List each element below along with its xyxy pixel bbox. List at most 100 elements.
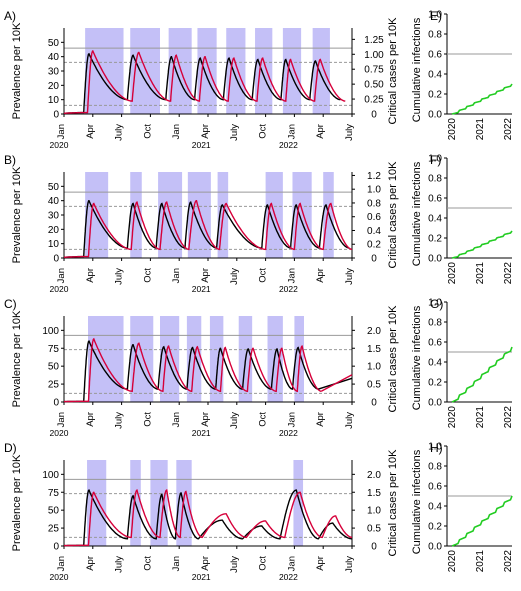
x-tick-label: Jan xyxy=(286,124,297,139)
y-tick-label: 0 xyxy=(53,398,59,409)
x-tick-label: Jan xyxy=(286,412,297,427)
shaded-period xyxy=(312,28,330,114)
shaded-period xyxy=(293,460,304,546)
panel-label: A) xyxy=(4,9,16,23)
y-tick-label: 50 xyxy=(48,182,60,193)
y-tick-label: 30 xyxy=(48,211,60,222)
y2-tick-label: 0.6 xyxy=(367,212,381,223)
year-label: 2020 xyxy=(50,572,69,582)
x-tick-label: Apr xyxy=(85,268,96,283)
series-line xyxy=(63,200,350,258)
y-tick-label: 0.8 xyxy=(428,318,442,329)
shaded-period xyxy=(88,316,124,402)
x-tick-label: Oct xyxy=(258,124,269,139)
x-tick-label: 2020 xyxy=(447,550,458,573)
y2-tick-label: 1.0 xyxy=(367,362,381,373)
shaded-period xyxy=(168,28,192,114)
y-tick-label: 0.2 xyxy=(428,234,442,245)
x-tick-label: 2022 xyxy=(503,406,514,429)
y2-tick-label: 0 xyxy=(371,398,377,409)
y-tick-label: 0.6 xyxy=(428,482,442,493)
shaded-period xyxy=(255,28,273,114)
panel-d: D) 0 25 50 75 100 0 0.5 1.0 1.5 2.0 Prevalence per … xyxy=(4,441,399,582)
y2-axis-label: Critical cases per 10K xyxy=(387,17,399,125)
y-tick-label: 0.2 xyxy=(428,90,442,101)
shaded-period xyxy=(130,316,154,402)
x-tick-label: 2022 xyxy=(503,550,514,573)
y2-axis-label: Critical cases per 10K xyxy=(387,305,399,413)
y-tick-label: 0 xyxy=(53,254,59,265)
x-tick-label: July xyxy=(114,124,125,141)
x-tick-label: Oct xyxy=(142,556,153,571)
x-tick-label: 2021 xyxy=(475,118,486,141)
year-label: 2020 xyxy=(50,428,69,438)
x-tick-label: Apr xyxy=(200,412,211,427)
y-axis-label: Prevalence per 10K xyxy=(11,310,23,407)
y-tick-label: 0.0 xyxy=(428,110,442,121)
y-tick-label: 1.0 xyxy=(428,154,442,165)
panel-label: G) xyxy=(430,297,443,311)
year-label: 2021 xyxy=(192,140,211,150)
y-tick-label: 0 xyxy=(53,110,59,121)
y-tick-label: 1.0 xyxy=(428,442,442,453)
year-label: 2022 xyxy=(279,284,298,294)
shaded-period xyxy=(187,172,211,258)
shaded-period xyxy=(323,172,334,258)
shaded-period xyxy=(282,28,302,114)
y-tick-label: 10 xyxy=(48,239,60,250)
panel-g: G) 0.0 0.2 0.4 0.6 0.8 1.0 Cumulative infection… xyxy=(411,297,514,428)
y-tick-label: 0.4 xyxy=(428,358,442,369)
y-tick-label: 0.0 xyxy=(428,542,442,553)
x-tick-label: July xyxy=(229,412,240,429)
shaded-period xyxy=(226,28,246,114)
y-tick-label: 0.6 xyxy=(428,50,442,61)
x-tick-label: Oct xyxy=(142,268,153,283)
panel-label: B) xyxy=(4,153,16,167)
x-tick-label: 2020 xyxy=(447,406,458,429)
panel-b: B) 0 10 20 30 40 50 0 0.2 0.4 0.6 0.8 1.0 1.2 Prevalen… xyxy=(4,153,399,294)
y2-tick-label: 1.0 xyxy=(367,506,381,517)
y-tick-label: 50 xyxy=(48,38,60,49)
year-label: 2021 xyxy=(192,284,211,294)
cumulative-line xyxy=(451,83,513,115)
y-tick-label: 0.2 xyxy=(428,522,442,533)
series-line xyxy=(320,374,353,392)
y2-tick-label: 0.4 xyxy=(367,226,381,237)
x-tick-label: Jan xyxy=(286,268,297,283)
y-tick-label: 1.0 xyxy=(428,10,442,21)
x-tick-label: Jan xyxy=(56,412,67,427)
year-label: 2022 xyxy=(279,140,298,150)
panel-label: E) xyxy=(430,9,442,23)
panel-label: C) xyxy=(4,297,17,311)
x-tick-label: Oct xyxy=(142,124,153,139)
year-label: 2022 xyxy=(279,572,298,582)
y-axis-label: Cumulative infections xyxy=(411,305,423,410)
x-tick-label: Apr xyxy=(315,268,326,283)
series-line xyxy=(63,52,341,114)
x-tick-label: July xyxy=(344,412,355,429)
y-tick-label: 75 xyxy=(48,344,60,355)
y-tick-label: 0.0 xyxy=(428,398,442,409)
x-tick-label: Apr xyxy=(315,124,326,139)
year-label: 2021 xyxy=(192,428,211,438)
y-tick-label: 50 xyxy=(48,506,60,517)
y-tick-label: 10 xyxy=(48,95,60,106)
year-label: 2022 xyxy=(279,428,298,438)
y-axis-label: Cumulative infections xyxy=(411,17,423,122)
x-tick-label: July xyxy=(344,268,355,285)
x-tick-label: Jan xyxy=(171,268,182,283)
panel-h: H) 0.0 0.2 0.4 0.6 0.8 1.0 Cumulative infection… xyxy=(411,441,514,572)
y-tick-label: 100 xyxy=(42,470,59,481)
y2-tick-label: 0.50 xyxy=(364,80,384,91)
x-tick-label: July xyxy=(229,556,240,573)
x-tick-label: Jan xyxy=(171,124,182,139)
y2-tick-label: 1.5 xyxy=(367,344,381,355)
x-tick-label: Jan xyxy=(171,412,182,427)
year-label: 2020 xyxy=(50,140,69,150)
y-tick-label: 0.4 xyxy=(428,214,442,225)
x-tick-label: July xyxy=(114,556,125,573)
y-tick-label: 0.8 xyxy=(428,30,442,41)
x-tick-label: Jan xyxy=(56,268,67,283)
shaded-period xyxy=(85,28,124,114)
